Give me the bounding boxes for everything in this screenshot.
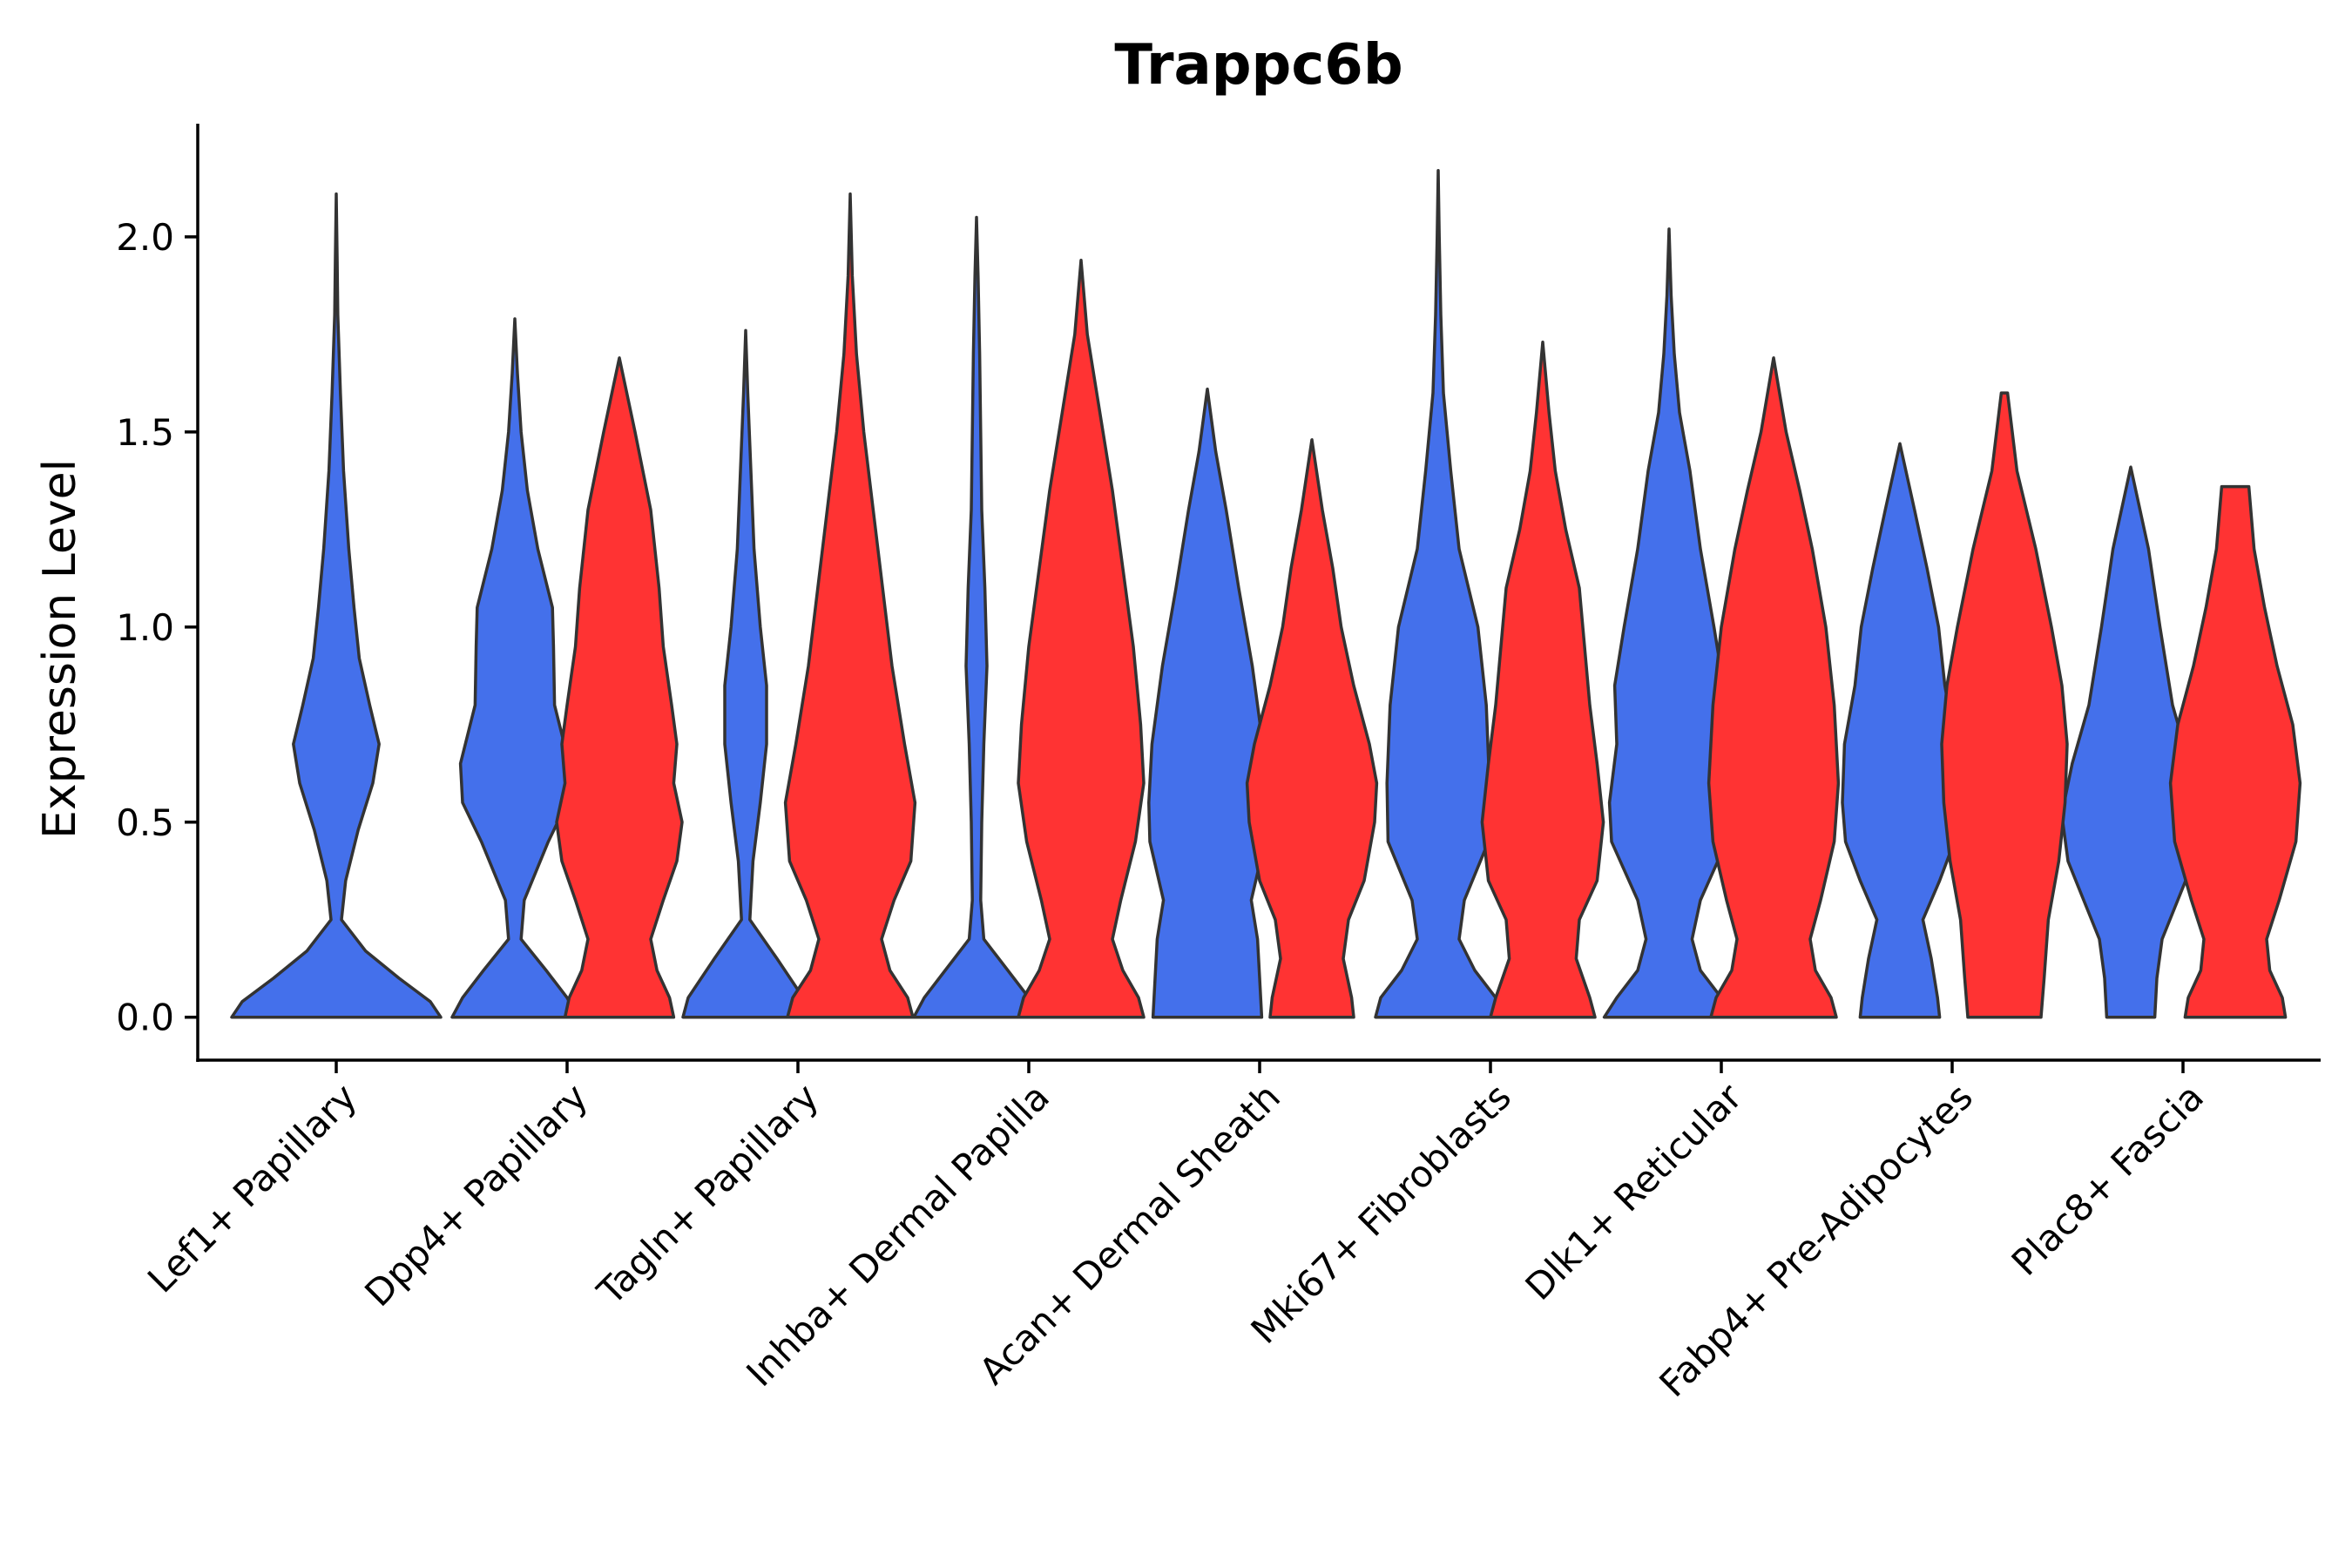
x-tick-label: Tagln+ Papillary xyxy=(589,1075,827,1313)
violin-red-6 xyxy=(1707,356,1841,1019)
violin-blue-2 xyxy=(681,328,810,1019)
y-axis-label: Expression Level xyxy=(34,459,86,839)
violin-red-4 xyxy=(1245,438,1379,1019)
violin-blue-7 xyxy=(1841,442,1959,1019)
x-tick-label: Mki67+ Fibroblasts xyxy=(1243,1075,1519,1351)
y-tick-label: 1.5 xyxy=(116,411,174,454)
x-tick-label: Dpp4+ Papillary xyxy=(356,1075,596,1315)
violin-blue-1 xyxy=(450,317,579,1019)
violin-red-8 xyxy=(2168,484,2302,1019)
y-tick-label: 2.0 xyxy=(116,216,174,259)
violin-red-5 xyxy=(1480,341,1605,1019)
y-ticks: 0.0 0.5 1.0 1.5 2.0 xyxy=(116,216,198,1039)
violin-red-1 xyxy=(555,356,684,1019)
violin-blue-0 xyxy=(230,192,443,1019)
chart-title: Trappc6b xyxy=(1114,33,1402,98)
y-tick-label: 0.0 xyxy=(116,997,174,1039)
x-tick-label: Plac8+ Fascia xyxy=(2004,1075,2212,1283)
y-tick-label: 1.0 xyxy=(116,606,174,649)
violin-blue-5 xyxy=(1374,169,1503,1019)
violin-blue-6 xyxy=(1602,227,1736,1019)
violin-red-3 xyxy=(1017,259,1146,1019)
x-tick-label: Dlk1+ Reticular xyxy=(1517,1075,1751,1308)
violin-blue-4 xyxy=(1147,387,1267,1019)
violin-blue-3 xyxy=(912,215,1041,1019)
x-tick-label: Lef1+ Papillary xyxy=(139,1075,365,1301)
y-tick-label: 0.5 xyxy=(116,801,174,844)
violin-blue-8 xyxy=(2060,465,2201,1019)
violins-layer xyxy=(230,169,2302,1019)
violin-red-2 xyxy=(783,192,917,1019)
violin-red-7 xyxy=(1940,391,2069,1019)
